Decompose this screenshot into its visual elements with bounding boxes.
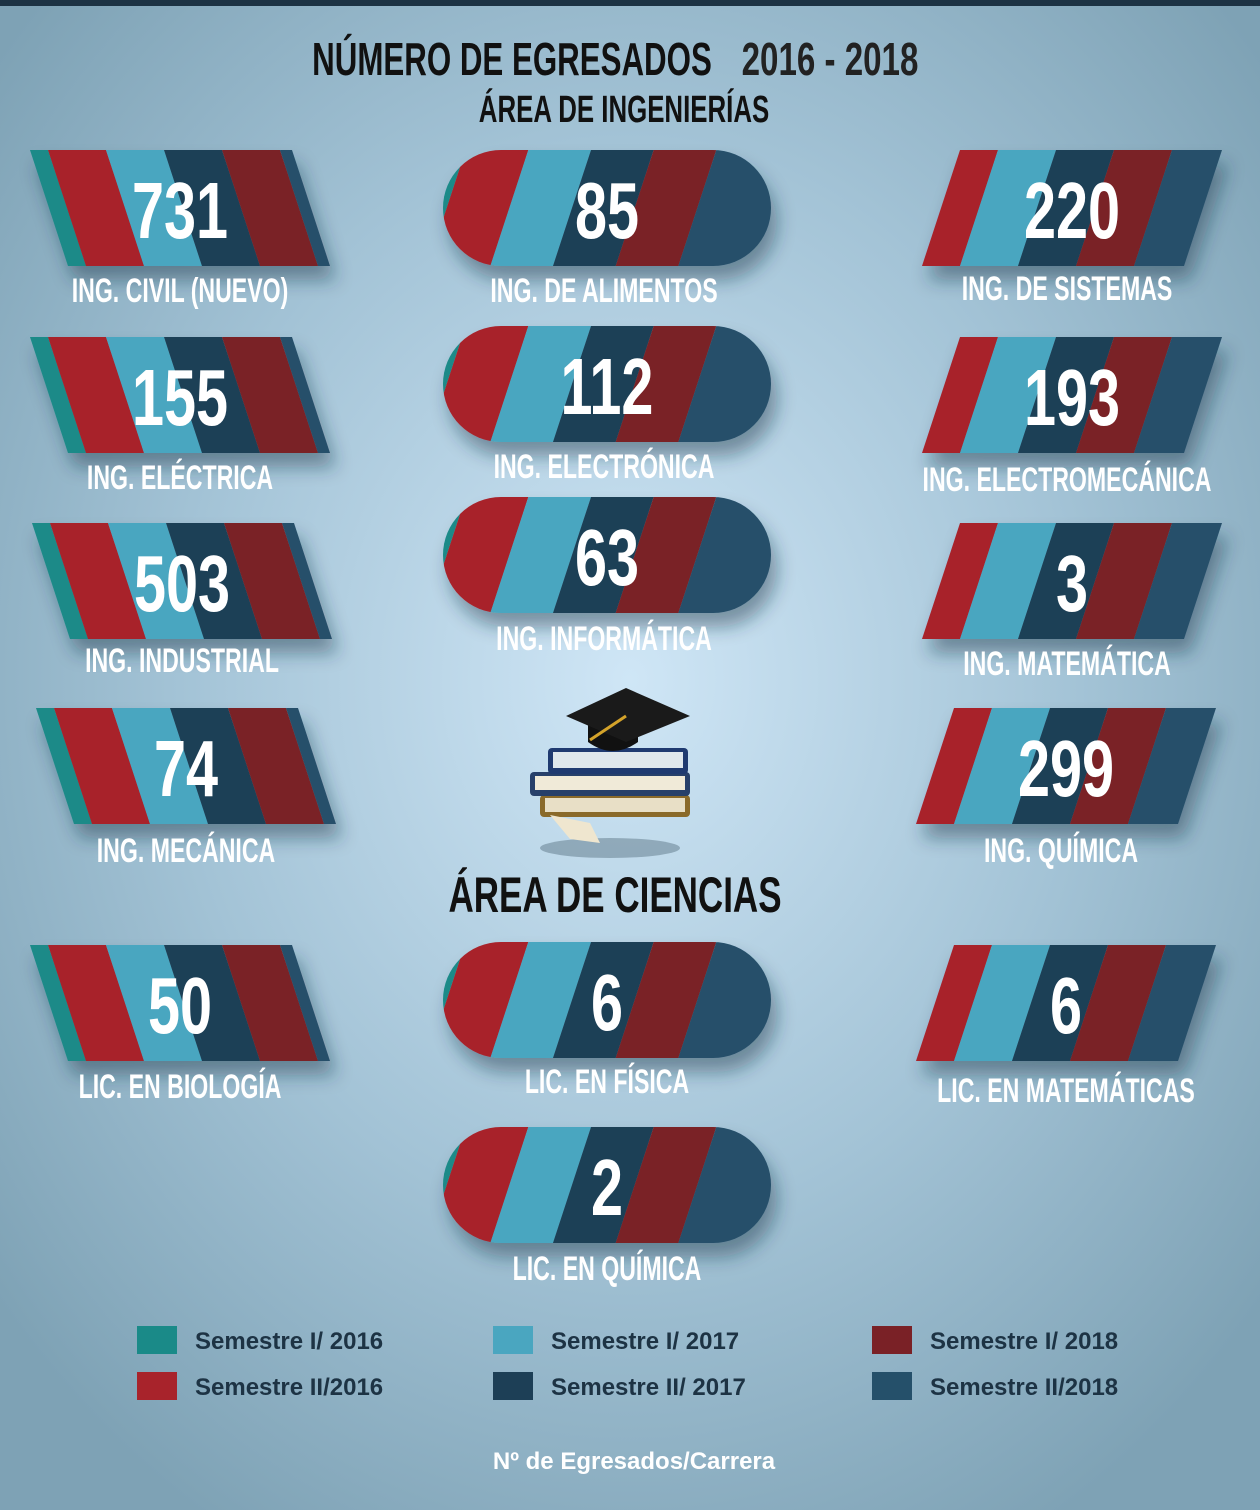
section-title: ÁREA DE CIENCIAS [448,868,781,924]
card-label: LIC. EN FÍSICA [525,1061,689,1101]
card-label: ING. ELECTRÓNICA [494,446,715,486]
legend-label: Semestre II/2018 [930,1374,1118,1401]
card-label: ING. ELECTROMECÁNICA [923,459,1212,499]
legend-swatch [872,1326,912,1354]
legend-swatch [493,1326,533,1354]
card-label: ING. ELÉCTRICA [87,457,273,497]
value: 6 [1050,961,1082,1051]
card-label: LIC. EN MATEMÁTICAS [937,1070,1195,1110]
value: 220 [1024,166,1120,256]
value: 155 [132,353,228,443]
card-label: LIC. EN BIOLOGÍA [79,1066,282,1106]
legend-swatch [137,1372,177,1400]
legend-label: Semestre I/ 2016 [195,1328,383,1355]
legend-label: Semestre II/2016 [195,1374,383,1401]
section-title: ÁREA DE INGENIERÍAS [479,87,769,130]
value: 63 [575,513,639,603]
footer: Nº de Egresados/Carrera [493,1448,776,1475]
legend-swatch [872,1372,912,1400]
value: 193 [1024,353,1120,443]
legend-label: Semestre II/ 2017 [551,1374,746,1401]
legend-label: Semestre I/ 2018 [930,1328,1118,1355]
value: 85 [575,166,639,256]
card-label: ING. MECÁNICA [97,830,275,870]
infographic: NÚMERO DE EGRESADOS 2016 - 2018ÁREA DE IN… [0,0,1260,1510]
value: 731 [132,166,228,256]
value: 503 [134,539,230,629]
years: 2016 - 2018 [742,35,919,85]
legend-swatch [493,1372,533,1400]
card-label: ING. INFORMÁTICA [496,618,712,658]
value: 2 [591,1143,623,1233]
card-label: LIC. EN QUÍMICA [513,1248,702,1288]
legend-swatch [137,1326,177,1354]
title: NÚMERO DE EGRESADOS [312,34,712,85]
card-label: ING. MATEMÁTICA [963,643,1171,683]
value: 3 [1056,539,1088,629]
legend-label: Semestre I/ 2017 [551,1328,739,1355]
value: 74 [154,724,218,814]
value: 6 [591,958,623,1048]
value: 299 [1018,724,1114,814]
value: 112 [561,342,654,432]
card-label: ING. QUÍMICA [984,830,1138,870]
card-label: ING. INDUSTRIAL [85,643,279,680]
card-label: ING. DE ALIMENTOS [490,273,717,310]
value: 50 [148,961,212,1051]
card-label: ING. DE SISTEMAS [962,271,1173,308]
card-label: ING. CIVIL (NUEVO) [72,273,289,310]
top-border [0,0,1260,6]
